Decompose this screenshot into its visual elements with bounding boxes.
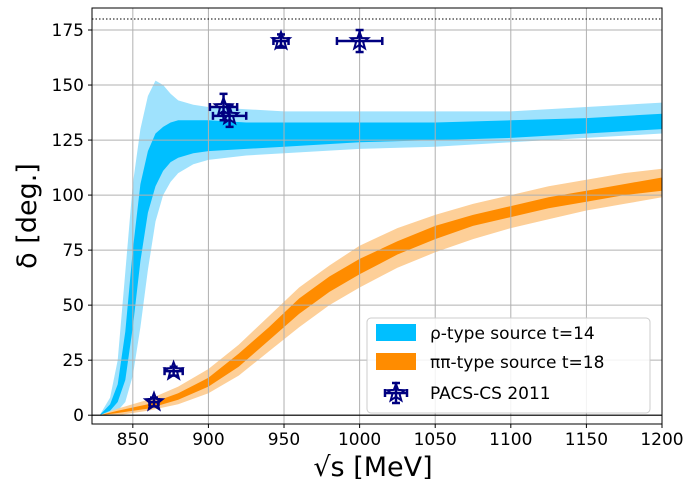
x-tick-label: 1100 xyxy=(489,430,532,450)
legend-label-pacs: PACS-CS 2011 xyxy=(430,384,551,404)
x-tick-label: 1050 xyxy=(414,430,457,450)
data-point xyxy=(335,28,384,54)
plot-frame xyxy=(91,7,663,425)
legend-label-rho: ρ-type source t=14 xyxy=(430,324,595,344)
data-point xyxy=(211,103,248,129)
x-tick-label: 1200 xyxy=(640,430,683,450)
data-point xyxy=(269,29,293,51)
y-tick-label: 25 xyxy=(62,351,84,371)
star-marker xyxy=(162,359,185,381)
legend-box xyxy=(366,317,651,414)
bands-layer xyxy=(99,80,663,416)
x-tick-label: 950 xyxy=(268,430,300,450)
legend: ρ-type source t=14 ππ-type source t=18 P… xyxy=(366,317,651,414)
legend-star-marker xyxy=(384,381,408,403)
x-tick-label: 900 xyxy=(192,430,224,450)
x-tick-label: 1000 xyxy=(338,430,381,450)
reference-lines xyxy=(92,18,662,416)
band-inner-rho xyxy=(99,113,663,416)
y-tick-label: 125 xyxy=(52,131,84,151)
band-inner-pipi xyxy=(99,177,663,416)
y-axis-label: δ [deg.] xyxy=(12,163,43,269)
x-axis-label: √s [MeV] xyxy=(313,452,432,479)
x-tick-label: 850 xyxy=(117,430,149,450)
y-tick-label: 175 xyxy=(52,21,84,41)
y-tick-label: 50 xyxy=(62,296,84,316)
star-marker xyxy=(269,29,293,51)
data-point xyxy=(142,390,166,412)
legend-swatch-rho xyxy=(376,324,416,341)
y-tick-label: 75 xyxy=(62,241,84,261)
data-points-layer xyxy=(142,28,384,412)
legend-label-pipi: ππ-type source t=18 xyxy=(430,353,604,373)
legend-swatch-pipi xyxy=(376,353,416,370)
y-tick-label: 0 xyxy=(73,406,84,426)
y-tick-label: 100 xyxy=(52,186,84,206)
y-tick-label: 150 xyxy=(52,76,84,96)
star-marker xyxy=(348,29,371,51)
data-point xyxy=(162,359,185,381)
legend-marker-pacs xyxy=(383,381,409,405)
band-outer-rho xyxy=(99,80,663,416)
star-marker xyxy=(142,390,166,412)
x-tick-label: 1150 xyxy=(565,430,608,450)
ticks-layer: 850 900 950 1000 1050 1100 1150 1200 0 25 50 75 100 1… xyxy=(52,21,684,450)
star-marker xyxy=(218,104,241,126)
